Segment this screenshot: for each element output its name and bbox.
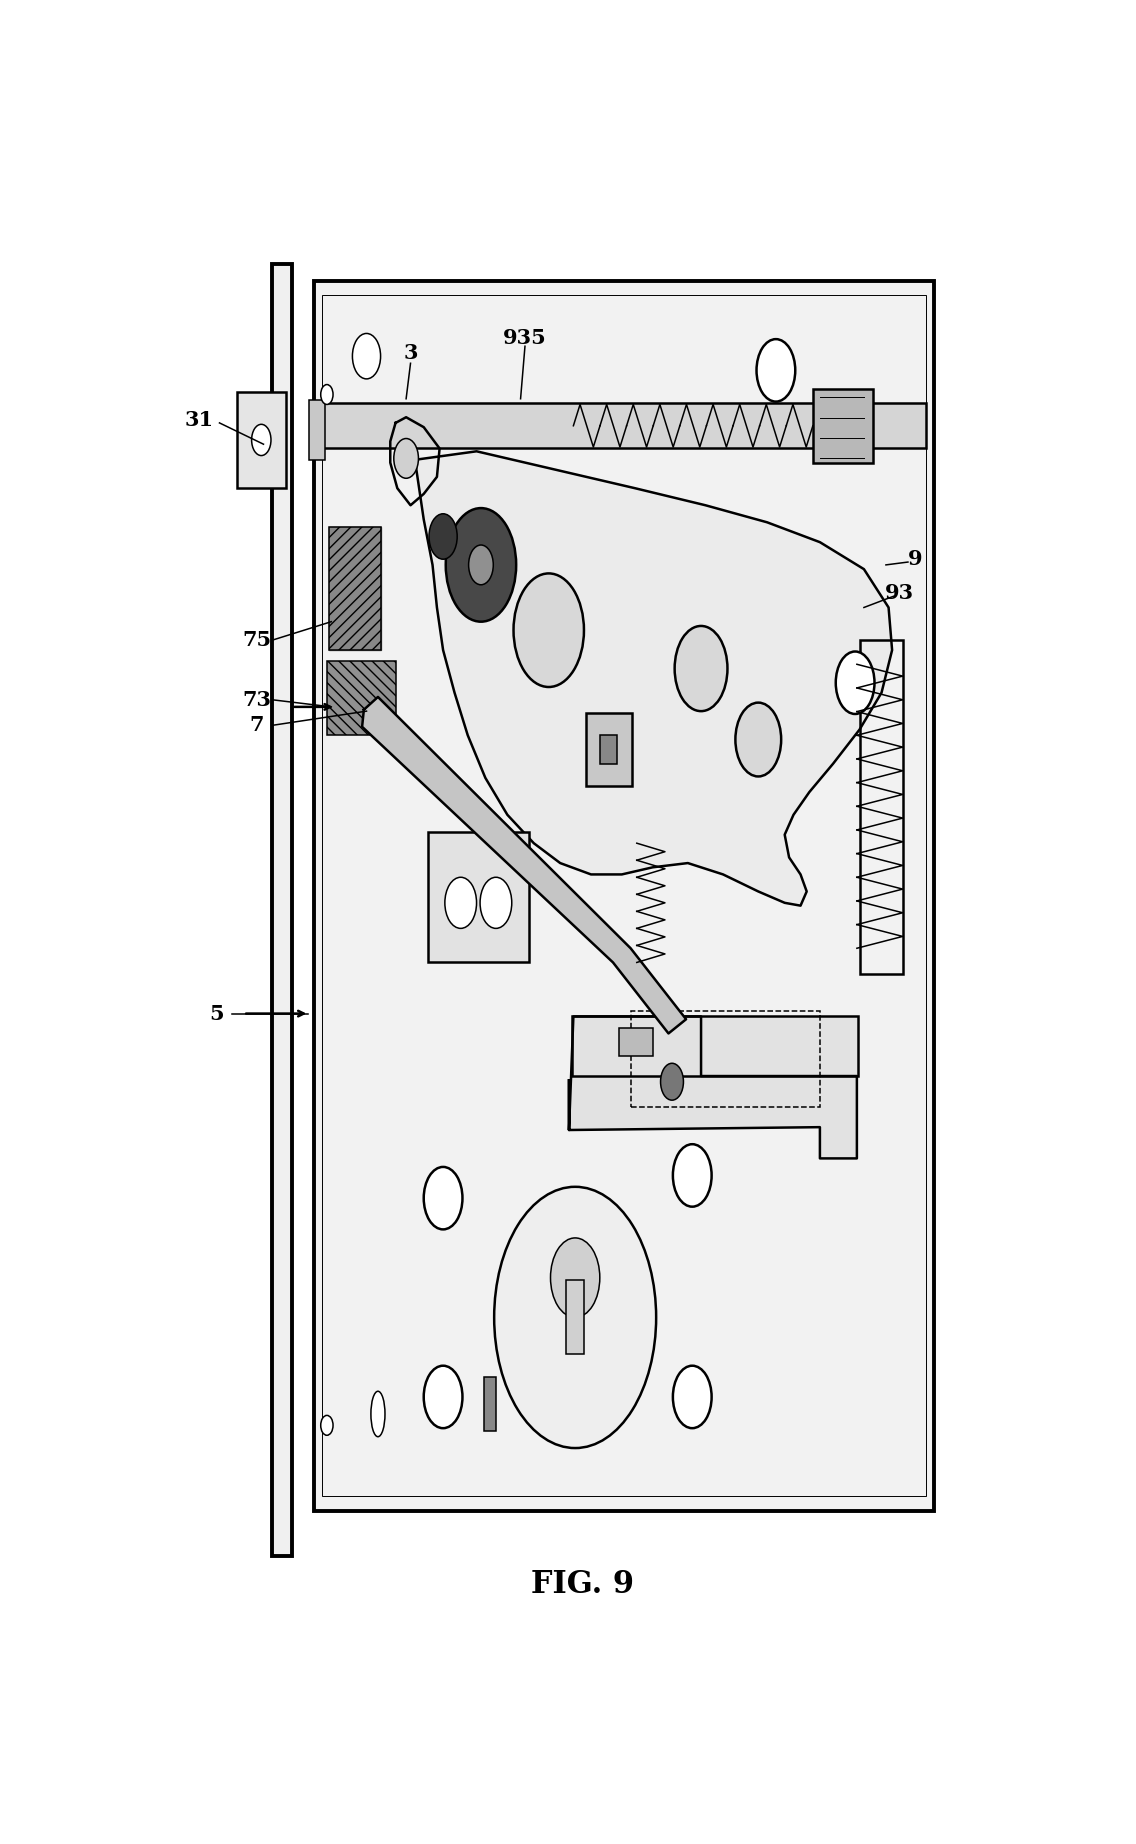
Circle shape: [673, 1143, 711, 1206]
Circle shape: [660, 1064, 684, 1101]
Circle shape: [551, 1237, 600, 1317]
Circle shape: [757, 339, 795, 402]
Circle shape: [320, 385, 333, 404]
Bar: [309, 400, 325, 459]
Bar: [567, 1280, 584, 1353]
Circle shape: [836, 651, 875, 714]
Bar: [428, 832, 529, 963]
Text: 75: 75: [242, 631, 272, 651]
Bar: [813, 389, 872, 463]
Text: 9: 9: [908, 550, 922, 570]
Circle shape: [445, 509, 516, 621]
Bar: [328, 527, 382, 651]
Text: 7: 7: [249, 715, 264, 736]
Circle shape: [424, 1167, 462, 1230]
Circle shape: [320, 1416, 333, 1435]
Text: 5: 5: [209, 1003, 224, 1023]
Ellipse shape: [370, 1390, 385, 1436]
Text: 93: 93: [885, 583, 913, 603]
Text: FIG. 9: FIG. 9: [531, 1569, 634, 1601]
Bar: [323, 295, 926, 1495]
Circle shape: [352, 334, 381, 378]
Circle shape: [429, 514, 457, 559]
Polygon shape: [569, 1016, 857, 1158]
Text: 31: 31: [185, 409, 214, 430]
Bar: [314, 404, 926, 448]
Polygon shape: [415, 452, 892, 905]
Circle shape: [251, 424, 272, 455]
Circle shape: [675, 625, 727, 712]
Bar: [571, 1016, 858, 1077]
Circle shape: [735, 703, 782, 776]
Bar: [237, 391, 285, 489]
Bar: [484, 1377, 496, 1431]
Circle shape: [469, 546, 493, 585]
Bar: [860, 640, 903, 974]
Circle shape: [424, 1366, 462, 1427]
Text: 935: 935: [503, 328, 546, 349]
Circle shape: [394, 439, 418, 478]
Bar: [619, 1027, 652, 1057]
Polygon shape: [362, 697, 686, 1033]
Bar: [586, 712, 632, 786]
Bar: [314, 280, 934, 1510]
Circle shape: [481, 878, 511, 928]
Text: 73: 73: [242, 690, 272, 710]
Polygon shape: [328, 527, 382, 651]
Circle shape: [513, 573, 584, 688]
Bar: [273, 264, 292, 1556]
Bar: [327, 662, 395, 736]
Circle shape: [494, 1188, 657, 1448]
Bar: [600, 736, 617, 763]
Circle shape: [445, 878, 477, 928]
Circle shape: [673, 1366, 711, 1427]
Text: 3: 3: [403, 343, 418, 363]
